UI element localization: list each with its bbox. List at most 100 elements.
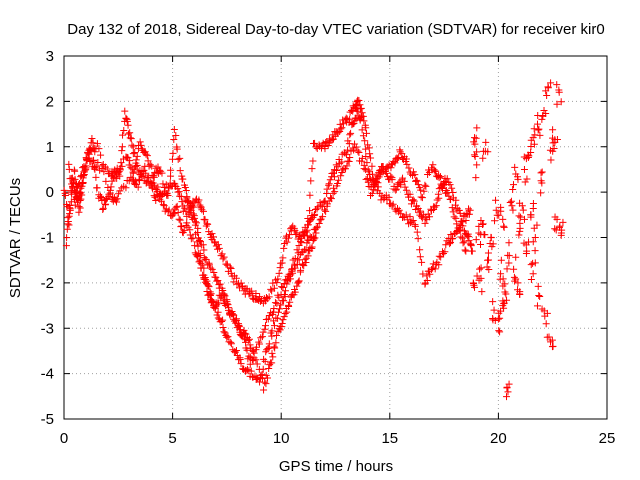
data-point xyxy=(70,166,78,174)
data-point xyxy=(413,228,421,236)
data-point xyxy=(106,189,114,197)
data-point xyxy=(465,205,473,213)
data-point xyxy=(369,170,377,178)
data-point xyxy=(263,295,271,303)
data-point xyxy=(465,237,473,245)
data-point xyxy=(127,173,135,181)
data-point xyxy=(122,115,130,123)
data-point xyxy=(397,181,405,189)
data-point xyxy=(176,167,184,175)
data-point xyxy=(551,213,559,221)
data-point xyxy=(421,219,429,227)
data-point xyxy=(170,209,178,217)
data-point xyxy=(524,153,532,161)
data-point xyxy=(95,145,103,153)
data-point xyxy=(393,205,401,213)
data-point xyxy=(235,320,243,328)
data-point xyxy=(504,388,512,396)
data-point xyxy=(167,172,175,180)
data-point xyxy=(205,259,213,267)
data-point xyxy=(431,203,439,211)
data-point xyxy=(505,259,513,267)
data-point xyxy=(196,251,204,259)
data-point xyxy=(191,214,199,222)
data-point xyxy=(259,328,267,336)
data-point xyxy=(501,280,509,288)
data-point xyxy=(478,288,486,296)
data-point xyxy=(85,154,93,162)
data-point xyxy=(127,163,135,171)
data-point xyxy=(247,367,255,375)
data-point xyxy=(426,270,434,278)
data-point xyxy=(503,393,511,401)
data-point xyxy=(142,150,150,158)
data-point xyxy=(551,136,559,144)
data-point xyxy=(550,144,558,152)
data-point xyxy=(557,231,565,239)
data-point xyxy=(354,147,362,155)
data-point xyxy=(286,298,294,306)
data-point xyxy=(60,186,68,194)
data-point xyxy=(465,210,473,218)
data-point xyxy=(497,256,505,264)
data-point xyxy=(244,336,252,344)
data-point xyxy=(89,157,97,165)
data-point xyxy=(186,209,194,217)
data-point xyxy=(143,152,151,160)
data-point xyxy=(517,213,525,221)
data-point xyxy=(223,333,231,341)
data-point xyxy=(202,256,210,264)
data-point xyxy=(214,245,222,253)
data-point xyxy=(338,158,346,166)
x-tick-label: 25 xyxy=(599,430,616,447)
data-point xyxy=(372,178,380,186)
data-point xyxy=(551,225,559,233)
data-point xyxy=(543,91,551,99)
data-point xyxy=(265,293,273,301)
data-point xyxy=(127,135,135,143)
data-point xyxy=(268,349,276,357)
data-point xyxy=(515,212,523,220)
data-point xyxy=(531,131,539,139)
data-point xyxy=(481,231,489,239)
data-point xyxy=(487,234,495,242)
data-point xyxy=(477,217,485,225)
data-point xyxy=(406,213,414,221)
data-point xyxy=(320,198,328,206)
data-point xyxy=(334,129,342,137)
data-point xyxy=(497,207,505,215)
data-point xyxy=(268,359,276,367)
data-point xyxy=(416,253,424,261)
data-point xyxy=(443,175,451,183)
data-point xyxy=(99,204,107,212)
data-point xyxy=(224,306,232,314)
data-point xyxy=(116,172,124,180)
data-point xyxy=(486,239,494,247)
data-point xyxy=(94,159,102,167)
series-scatter-tail xyxy=(469,79,567,401)
data-point xyxy=(133,152,141,160)
data-point xyxy=(223,300,231,308)
y-tick-label: 1 xyxy=(46,139,54,156)
data-point xyxy=(471,152,479,160)
data-point xyxy=(472,236,480,244)
data-point xyxy=(388,202,396,210)
data-point xyxy=(245,352,253,360)
data-point xyxy=(136,138,144,146)
data-point xyxy=(353,97,361,105)
data-point xyxy=(512,275,520,283)
data-point xyxy=(158,169,166,177)
data-point xyxy=(258,375,266,383)
data-point xyxy=(337,125,345,133)
data-point xyxy=(99,206,107,214)
data-point xyxy=(441,248,449,256)
data-point xyxy=(76,204,84,212)
data-point xyxy=(134,183,142,191)
data-point xyxy=(291,264,299,272)
chart-title: Day 132 of 2018, Sidereal Day-to-day VTE… xyxy=(67,21,604,38)
data-point xyxy=(122,184,130,192)
data-point xyxy=(543,309,551,317)
data-point xyxy=(144,157,152,165)
data-point xyxy=(435,261,443,269)
data-point xyxy=(165,184,173,192)
